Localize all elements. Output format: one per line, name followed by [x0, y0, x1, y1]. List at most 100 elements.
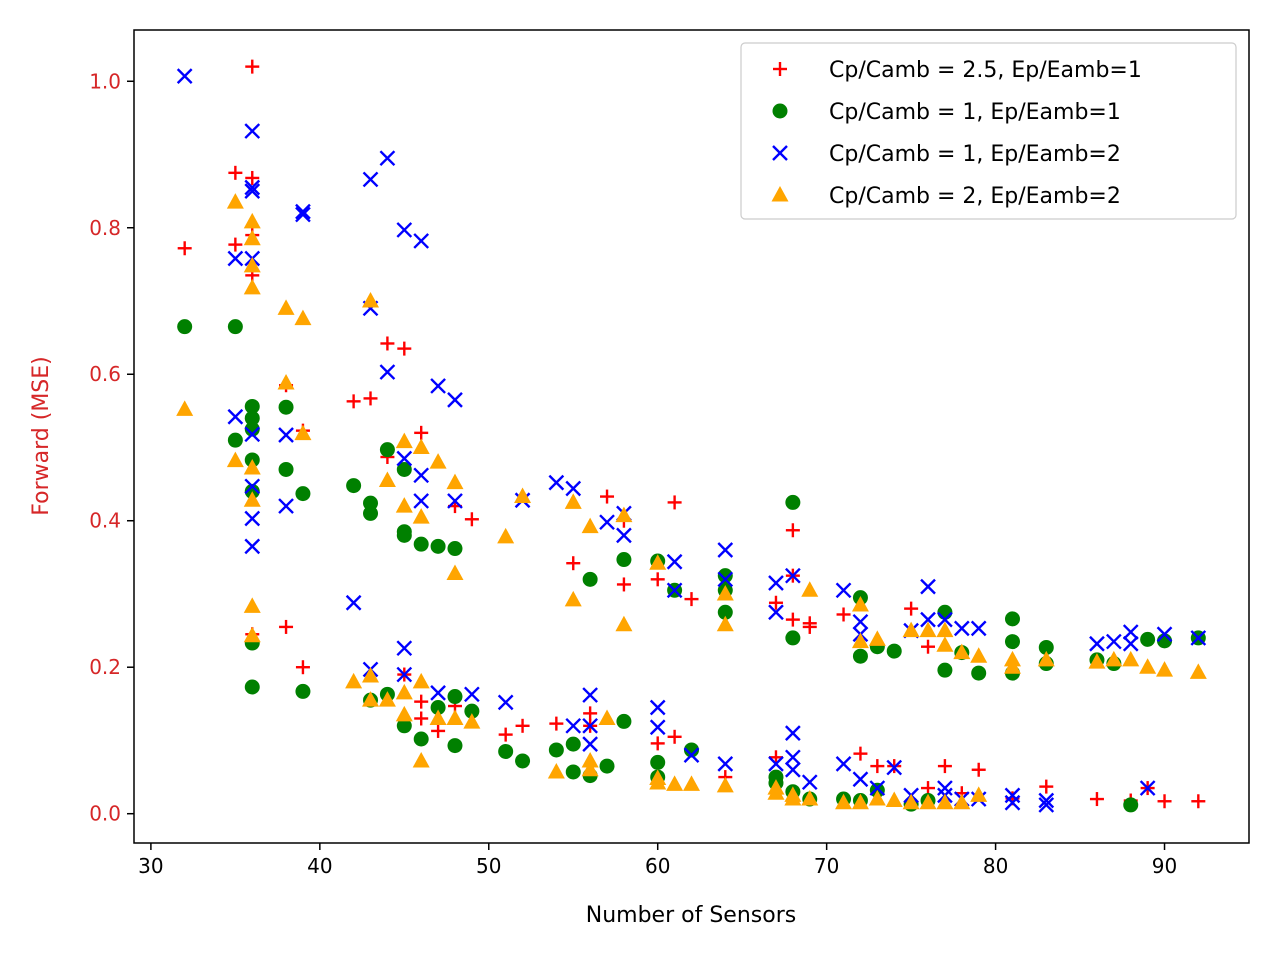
data-point [851, 595, 869, 612]
data-point [784, 790, 802, 806]
data-point [684, 592, 699, 607]
legend-label: Cp/Camb = 1, Ep/Eamb=2 [829, 142, 1121, 167]
data-point [649, 719, 666, 736]
data-point [785, 761, 801, 778]
data-point [396, 718, 412, 734]
data-point [278, 498, 294, 514]
data-point [1140, 631, 1156, 647]
data-point [785, 612, 800, 627]
data-point [413, 536, 429, 552]
data-point [243, 626, 261, 643]
data-point [717, 571, 734, 588]
data-point [564, 590, 582, 607]
y-tick-label: 0.2 [89, 655, 121, 679]
data-point [464, 512, 479, 527]
data-point [582, 571, 598, 587]
data-point [294, 424, 312, 441]
data-point [345, 672, 363, 689]
data-point [429, 709, 447, 725]
data-point [919, 621, 937, 638]
x-tick-label: 60 [645, 854, 670, 878]
data-point [547, 762, 565, 779]
data-point [566, 556, 581, 571]
data-point [953, 793, 971, 810]
data-point [447, 541, 463, 557]
data-point [581, 760, 599, 777]
data-point [548, 742, 564, 758]
data-point [363, 495, 379, 511]
data-point [853, 746, 868, 761]
data-point [395, 432, 413, 449]
data-point [801, 790, 819, 806]
data-point [395, 683, 413, 700]
data-point [801, 774, 818, 791]
data-point [1038, 639, 1054, 655]
legend: Cp/Camb = 2.5, Ep/Eamb=1 Cp/Camb = 1, Ep/… [740, 42, 1237, 220]
y-tick-label: 0.4 [89, 509, 121, 533]
data-point [395, 497, 413, 513]
data-point [582, 717, 598, 734]
data-point [549, 716, 564, 731]
data-point [430, 538, 446, 554]
data-point [295, 203, 311, 220]
data-point [852, 771, 869, 788]
data-point [886, 759, 903, 776]
data-point [548, 474, 565, 491]
y-tick-label: 0.0 [89, 802, 121, 826]
data-point [412, 672, 430, 689]
data-point [650, 572, 665, 587]
data-point [1004, 794, 1021, 811]
data-point [177, 241, 192, 256]
y-axis-label: Forward (MSE) [29, 356, 54, 515]
data-point [1105, 633, 1122, 650]
data-point [902, 793, 920, 810]
data-point [429, 453, 447, 469]
data-point [244, 398, 260, 414]
data-point [1039, 779, 1054, 794]
data-point [362, 691, 380, 707]
series-4 [176, 193, 1207, 810]
data-point [565, 736, 581, 752]
data-point [600, 489, 615, 504]
data-point [243, 229, 261, 246]
data-point [430, 700, 446, 715]
data-point [378, 471, 396, 487]
data-point [1122, 635, 1139, 652]
data-point [396, 461, 412, 477]
data-point [768, 595, 783, 610]
data-point [768, 575, 784, 591]
data-point [243, 491, 261, 507]
data-point [396, 450, 413, 467]
data-point [1122, 624, 1139, 640]
data-point [346, 394, 361, 409]
data-point [227, 408, 244, 425]
data-point [919, 793, 937, 810]
y-axis: 0.0 0.2 0.4 0.6 0.8 1.0 [89, 69, 134, 826]
data-point [346, 478, 362, 494]
data-point [396, 666, 413, 683]
x-axis-label: Number of Sensors [586, 903, 796, 928]
data-point [971, 762, 986, 777]
data-point [921, 781, 936, 796]
data-point [1122, 650, 1140, 667]
data-point [970, 620, 987, 637]
data-point [886, 643, 902, 659]
data-point [412, 751, 430, 768]
data-point [1003, 658, 1021, 674]
data-point [649, 773, 667, 790]
data-point [278, 427, 294, 443]
data-point [295, 683, 311, 699]
data-point [1123, 797, 1139, 813]
data-point [295, 206, 311, 223]
data-point [616, 577, 631, 592]
data-point [851, 793, 869, 810]
data-point [430, 685, 446, 701]
data-point [497, 527, 515, 544]
data-point [717, 542, 734, 558]
data-point [1191, 794, 1206, 809]
data-point [650, 736, 665, 751]
data-point [667, 729, 682, 744]
data-point [1004, 787, 1021, 804]
legend-item: Cp/Camb = 1, Ep/Eamb=2 [772, 142, 1121, 167]
